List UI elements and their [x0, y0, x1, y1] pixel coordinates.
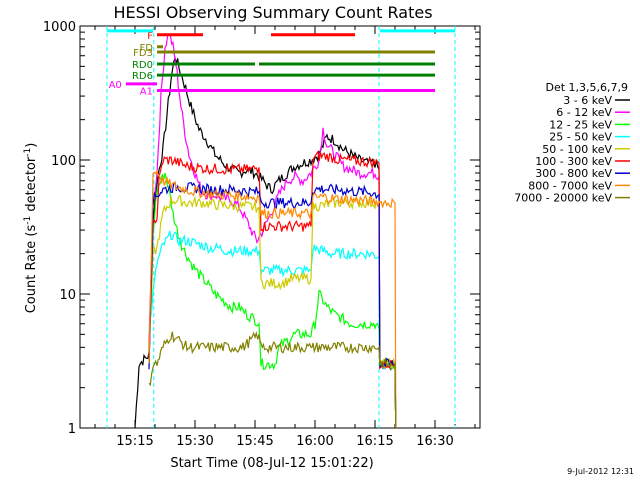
series-line [148, 33, 397, 429]
flag-label: F [147, 31, 153, 42]
footer-date: 9-Jul-2012 12:31 [567, 467, 634, 476]
y-tick-label: 1000 [43, 20, 76, 35]
series-line [148, 194, 397, 429]
x-tick-label: 16:30 [416, 434, 453, 449]
x-tick-label: 15:15 [116, 434, 153, 449]
x-tick-label: 15:30 [176, 434, 213, 449]
plot-frame [79, 25, 481, 429]
y-axis-label-sup2: -1 [23, 148, 33, 157]
flag-label: FD3 [133, 48, 153, 59]
legend-label: 25 - 50 keV [549, 131, 612, 144]
series-line [148, 172, 397, 429]
legend-label: 7000 - 20000 keV [514, 192, 612, 205]
flag-label: FD [140, 43, 154, 54]
legend-label: 12 - 25 keV [549, 118, 612, 131]
flag-label: A1 [140, 87, 153, 98]
y-axis-label: Count Rate (s-1 detector-1) [23, 143, 39, 314]
legend-title: Det 1,3,5,6,7,9 [545, 81, 628, 94]
series-line [148, 181, 397, 429]
series-line [134, 56, 397, 429]
flag-label: A0 [109, 80, 122, 91]
legend-label: 800 - 7000 keV [528, 179, 612, 192]
series-line [148, 169, 397, 429]
y-axis-label-part2: detector [24, 156, 39, 216]
x-tick-label: 15:45 [236, 434, 273, 449]
legend-label: 50 - 100 keV [542, 143, 612, 156]
y-axis-label-sup1: -1 [23, 216, 33, 225]
plot-border [79, 25, 481, 429]
flag-label: RD0 [132, 60, 153, 71]
y-axis-label-part1: Count Rate (s [24, 225, 39, 314]
x-tick-label: 16:15 [356, 434, 393, 449]
axis-ticks: 15:15 15:30 15:45 16:00 16:15 16:30 1 10 100 1000 [43, 20, 480, 449]
flag-label: RD6 [132, 71, 153, 82]
legend-label: 6 - 12 keV [556, 106, 612, 119]
y-tick-label: 1 [68, 422, 76, 437]
legend-label: 3 - 6 keV [563, 94, 612, 107]
chart-title: HESSI Observing Summary Count Rates [113, 3, 432, 22]
y-axis-label-end: ) [24, 143, 39, 148]
series-line [148, 150, 397, 429]
y-tick-label: 100 [51, 154, 76, 169]
series-line [148, 331, 397, 429]
y-tick-label: 10 [59, 288, 76, 303]
legend-label: 300 - 800 keV [535, 167, 612, 180]
series-group [106, 26, 456, 429]
x-axis-label: Start Time (08-Jul-12 15:01:22) [170, 456, 373, 471]
legend-label: 100 - 300 keV [535, 155, 612, 168]
series-line [148, 230, 397, 429]
x-tick-label: 16:00 [296, 434, 333, 449]
